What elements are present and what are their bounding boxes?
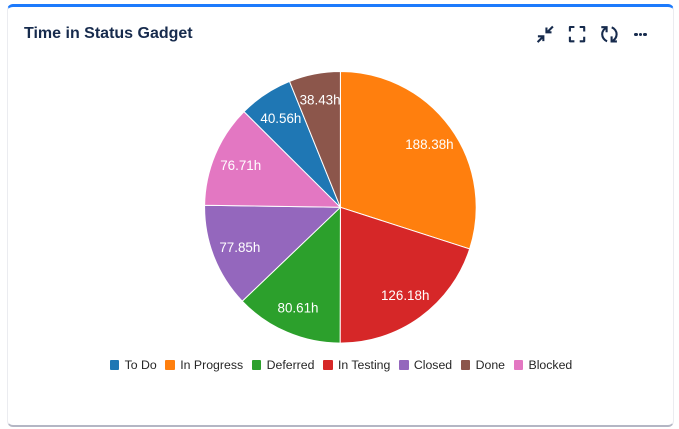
svg-text:80.61h: 80.61h <box>278 300 319 315</box>
svg-text:77.85h: 77.85h <box>219 240 260 255</box>
svg-text:38.43h: 38.43h <box>300 93 341 108</box>
svg-text:76.71h: 76.71h <box>220 158 261 173</box>
svg-text:188.38h: 188.38h <box>405 137 453 152</box>
svg-text:40.56h: 40.56h <box>260 111 301 126</box>
svg-text:126.18h: 126.18h <box>381 288 429 303</box>
